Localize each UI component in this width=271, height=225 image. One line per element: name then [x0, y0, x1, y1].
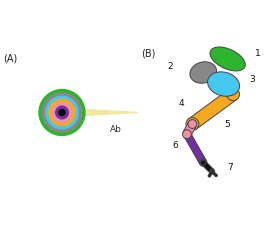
Circle shape [199, 159, 207, 166]
Circle shape [208, 175, 211, 177]
Circle shape [227, 88, 240, 101]
Circle shape [209, 169, 215, 174]
Text: 1: 1 [254, 49, 260, 58]
Circle shape [188, 120, 197, 128]
Polygon shape [184, 132, 207, 164]
Polygon shape [211, 171, 217, 176]
Circle shape [55, 106, 69, 119]
Circle shape [58, 109, 66, 116]
Text: 2: 2 [167, 62, 173, 71]
Polygon shape [85, 110, 138, 115]
Text: (B): (B) [141, 48, 155, 58]
Polygon shape [201, 161, 214, 173]
Text: 4: 4 [179, 99, 184, 108]
Circle shape [183, 130, 191, 139]
Text: 3: 3 [249, 75, 255, 84]
Ellipse shape [208, 72, 240, 96]
Circle shape [186, 118, 199, 130]
Circle shape [42, 92, 82, 133]
Circle shape [183, 130, 191, 138]
Ellipse shape [210, 47, 245, 71]
Circle shape [48, 99, 76, 126]
Polygon shape [183, 122, 196, 136]
Circle shape [211, 170, 213, 173]
Polygon shape [189, 89, 237, 129]
Polygon shape [208, 171, 213, 177]
Text: Ab: Ab [109, 125, 121, 134]
Circle shape [201, 160, 206, 165]
Text: (A): (A) [3, 53, 17, 63]
Text: 6: 6 [172, 141, 178, 150]
Circle shape [211, 170, 213, 173]
Ellipse shape [190, 62, 217, 83]
Text: 5: 5 [225, 119, 231, 128]
Circle shape [51, 102, 72, 123]
Text: 7: 7 [227, 163, 233, 172]
Circle shape [215, 174, 217, 177]
Circle shape [45, 96, 79, 129]
Circle shape [38, 89, 86, 136]
